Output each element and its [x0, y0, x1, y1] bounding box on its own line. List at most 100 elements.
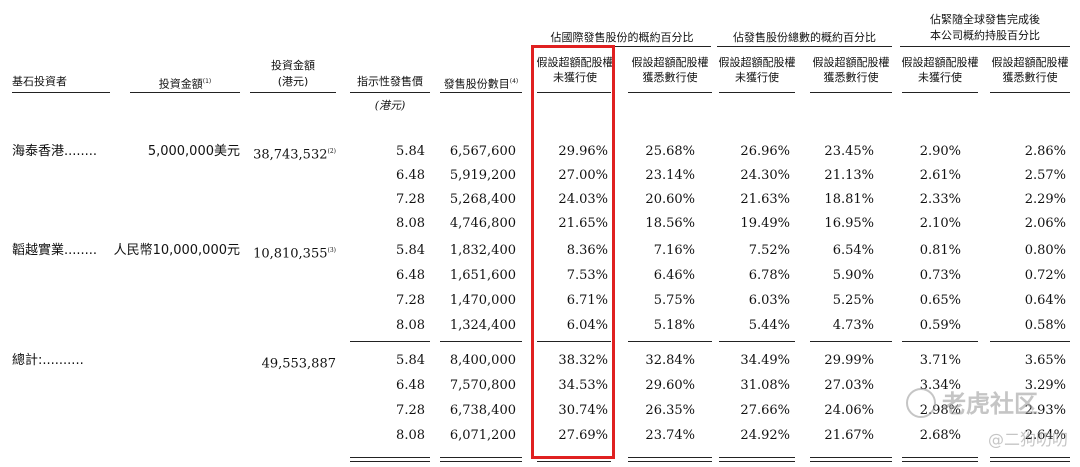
- sub-header-line: 未獲行使: [918, 71, 962, 84]
- table-cell: 27.66%: [740, 403, 790, 418]
- table-cell: 7.28: [396, 403, 425, 418]
- col-header-investor: 基石投資者: [12, 75, 67, 88]
- table-cell: 0.64%: [1024, 293, 1066, 308]
- col-header-amount-label: 投資金額: [158, 77, 203, 91]
- sub-header-fully-exercised: 假設超額配股權 獲悉數行使: [988, 55, 1072, 85]
- table-cell: 4,746,800: [449, 216, 516, 231]
- sub-header-line: 假設超額配股權: [812, 56, 890, 69]
- sub-header-not-exercised: 假設超額配股權 未獲行使: [717, 55, 797, 85]
- table-cell: 2.61%: [919, 168, 961, 183]
- table-cell: 2.57%: [1024, 168, 1066, 183]
- table-cell: 24.06%: [824, 403, 874, 418]
- table-cell: 0.80%: [1024, 243, 1066, 258]
- table-cell: 29.99%: [824, 353, 874, 368]
- table-cell: 7,570,800: [449, 378, 516, 393]
- table-cell: 6.48: [396, 378, 425, 393]
- table-cell: 34.53%: [558, 378, 608, 393]
- table-cell: 5.18%: [653, 318, 695, 333]
- investment-hkd: 38,743,532(2): [240, 144, 336, 163]
- table-cell: 8,400,000: [449, 353, 516, 368]
- table-cell: 34.49%: [740, 353, 790, 368]
- investor-name: 韜越實業........: [12, 243, 98, 258]
- table-cell: 2.33%: [919, 192, 961, 207]
- group-separator: [810, 341, 892, 342]
- table-cell: 8.08: [396, 428, 425, 443]
- col-header-rule: [628, 92, 712, 93]
- table-cell: 8.36%: [566, 243, 608, 258]
- table-cell: 2.10%: [919, 216, 961, 231]
- table-cell: 21.63%: [740, 192, 790, 207]
- table-cell: 5.44%: [748, 318, 790, 333]
- sub-header-not-exercised: 假設超額配股權 未獲行使: [533, 55, 617, 85]
- footnote-marker: (2): [327, 148, 337, 155]
- table-cell: 4.73%: [832, 318, 874, 333]
- sub-header-line: 獲悉數行使: [1002, 71, 1058, 84]
- table-cell: 0.58%: [1024, 318, 1066, 333]
- table-cell: 2.90%: [919, 144, 961, 159]
- col-header-rule: [902, 92, 978, 93]
- total-double-rule: [628, 457, 712, 462]
- table-cell: 5.84: [396, 144, 425, 159]
- total-double-rule: [719, 457, 795, 462]
- table-cell: 6.48: [396, 168, 425, 183]
- table-cell: 24.03%: [558, 192, 608, 207]
- group-separator: [350, 341, 430, 342]
- table-cell: 18.56%: [645, 216, 695, 231]
- col-header-rule: [537, 92, 611, 93]
- table-cell: 6,738,400: [449, 403, 516, 418]
- sub-header-line: 獲悉數行使: [642, 71, 698, 84]
- table-cell: 21.65%: [558, 216, 608, 231]
- table-cell: 5,268,400: [449, 192, 516, 207]
- table-cell: 7.53%: [566, 268, 608, 283]
- group-separator: [990, 341, 1070, 342]
- table-cell: 31.08%: [740, 378, 790, 393]
- table-cell: 3.29%: [1024, 378, 1066, 393]
- footnote-marker: (3): [327, 247, 337, 254]
- table-cell: 1,470,000: [449, 293, 516, 308]
- table-cell: 27.69%: [558, 428, 608, 443]
- table-cell: 23.45%: [824, 144, 874, 159]
- table-cell: 6.46%: [653, 268, 695, 283]
- group-separator: [628, 341, 712, 342]
- table-cell: 19.49%: [740, 216, 790, 231]
- table-cell: 32.84%: [645, 353, 695, 368]
- investment-hkd-value: 49,553,887: [261, 356, 336, 372]
- table-cell: 8.08: [396, 216, 425, 231]
- table-cell: 6,567,600: [449, 144, 516, 159]
- investment-amount: 人民幣10,000,000元: [113, 243, 240, 258]
- total-double-rule: [990, 457, 1070, 462]
- investment-hkd-value: 10,810,355: [253, 246, 328, 262]
- sub-header-line: 假設超額配股權: [901, 56, 979, 69]
- table-cell: 27.03%: [824, 378, 874, 393]
- watermark-brand: 老虎社区: [942, 390, 1038, 418]
- col-header-hkd-l1: 投資金額: [271, 59, 315, 72]
- table-cell: 3.71%: [919, 353, 961, 368]
- total-double-rule: [902, 457, 978, 462]
- table-cell: 26.96%: [740, 144, 790, 159]
- investment-hkd: 10,810,355(3): [240, 243, 336, 262]
- table-cell: 6,071,200: [449, 428, 516, 443]
- group-header-shareholding-l2: 本公司概約持股百分比: [930, 29, 1040, 42]
- table-cell: 25.68%: [645, 144, 695, 159]
- col-header-rule: [12, 92, 110, 93]
- table-cell: 2.29%: [1024, 192, 1066, 207]
- col-header-price: 指示性發售價: [357, 75, 423, 88]
- table-cell: 1,832,400: [449, 243, 516, 258]
- col-header-rule: [990, 92, 1070, 93]
- total-double-rule: [350, 457, 430, 462]
- sub-header-line: 假設超額配股權: [991, 56, 1069, 69]
- table-cell: 20.60%: [645, 192, 695, 207]
- table-cell: 18.81%: [824, 192, 874, 207]
- col-header-shares-label: 發售股份數目: [443, 77, 510, 91]
- table-cell: 6.71%: [566, 293, 608, 308]
- group-header-rule: [900, 46, 1070, 47]
- table-cell: 24.92%: [740, 428, 790, 443]
- investment-amount: 5,000,000美元: [147, 144, 240, 159]
- col-header-rule: [130, 92, 240, 93]
- table-cell: 0.72%: [1024, 268, 1066, 283]
- sub-header-line: 假設超額配股權: [718, 56, 796, 69]
- table-cell: 1,651,600: [449, 268, 516, 283]
- table-cell: 2.64%: [1024, 428, 1066, 443]
- sub-header-line: 假設超額配股權: [631, 56, 709, 69]
- group-separator: [537, 341, 611, 342]
